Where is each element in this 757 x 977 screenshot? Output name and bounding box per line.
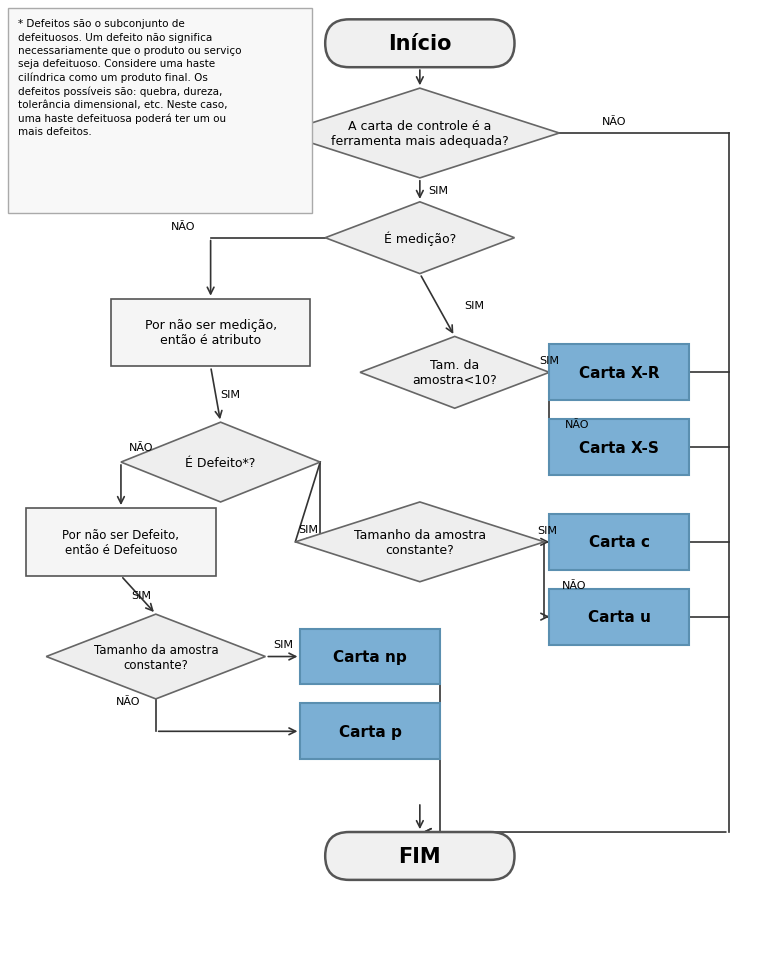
Text: NÃO: NÃO — [565, 419, 590, 429]
Text: Tamanho da amostra
constante?: Tamanho da amostra constante? — [94, 643, 218, 671]
Text: Carta X-S: Carta X-S — [579, 441, 659, 455]
Bar — [550, 345, 689, 401]
Text: Carta X-R: Carta X-R — [579, 365, 659, 380]
Polygon shape — [46, 615, 266, 700]
Text: NÃO: NÃO — [129, 443, 154, 452]
Text: Carta np: Carta np — [333, 650, 407, 664]
Text: FIM: FIM — [398, 846, 441, 866]
FancyBboxPatch shape — [326, 832, 515, 880]
Text: Por não ser medição,
então é atributo: Por não ser medição, então é atributo — [145, 319, 276, 347]
Bar — [550, 420, 689, 476]
Bar — [301, 629, 440, 685]
Text: É medição?: É medição? — [384, 232, 456, 245]
Text: A carta de controle é a
ferramenta mais adequada?: A carta de controle é a ferramenta mais … — [331, 120, 509, 148]
Text: Início: Início — [388, 34, 452, 54]
Text: NÃO: NÃO — [116, 697, 140, 706]
Bar — [301, 703, 440, 759]
Bar — [8, 10, 312, 214]
Text: SIM: SIM — [537, 526, 557, 535]
Text: Carta p: Carta p — [338, 724, 401, 739]
Polygon shape — [360, 337, 550, 408]
Text: Carta u: Carta u — [587, 610, 650, 624]
Text: SIM: SIM — [465, 301, 484, 311]
Bar — [111, 299, 310, 367]
Bar — [26, 508, 216, 576]
Text: SIM: SIM — [131, 590, 151, 600]
Text: * Defeitos são o subconjunto de
defeituosos. Um defeito não significa
necessaria: * Defeitos são o subconjunto de defeituo… — [18, 20, 241, 137]
Text: É Defeito*?: É Defeito*? — [185, 456, 256, 469]
Bar — [550, 589, 689, 645]
Text: NÃO: NÃO — [562, 580, 587, 591]
Polygon shape — [326, 202, 515, 275]
Text: NÃO: NÃO — [602, 117, 626, 127]
Text: NÃO: NÃO — [170, 222, 195, 232]
Polygon shape — [121, 423, 320, 502]
FancyBboxPatch shape — [326, 21, 515, 68]
Text: Tam. da
amostra<10?: Tam. da amostra<10? — [413, 359, 497, 387]
Bar — [550, 515, 689, 571]
Text: Carta c: Carta c — [589, 534, 650, 550]
Text: SIM: SIM — [273, 639, 293, 649]
Text: Por não ser Defeito,
então é Defeituoso: Por não ser Defeito, então é Defeituoso — [62, 529, 179, 556]
Text: SIM: SIM — [428, 186, 448, 195]
Text: SIM: SIM — [220, 390, 241, 400]
Polygon shape — [280, 89, 559, 179]
Text: SIM: SIM — [298, 525, 318, 534]
Polygon shape — [295, 502, 544, 582]
Text: SIM: SIM — [540, 356, 559, 366]
Text: Tamanho da amostra
constante?: Tamanho da amostra constante? — [354, 529, 486, 556]
